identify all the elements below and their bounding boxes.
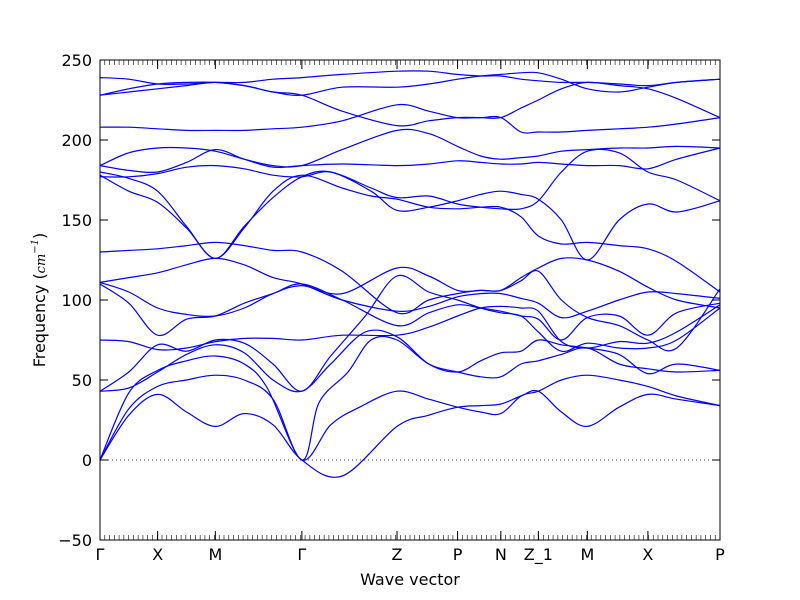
y-tick-label: 250	[61, 51, 92, 70]
branch-line-9	[99, 257, 721, 319]
plot-area	[100, 60, 720, 540]
branch-line-2	[99, 374, 721, 461]
dispersion-branches	[99, 70, 721, 478]
x-tick-label: Γ	[297, 545, 306, 564]
x-axis-label: Wave vector	[360, 570, 460, 589]
branch-line-6	[99, 304, 721, 351]
x-tick-label: P	[453, 545, 463, 564]
x-tick-label: Z_1	[524, 545, 553, 565]
y-tick-label: 200	[61, 131, 92, 150]
y-tick-label: −50	[58, 531, 92, 550]
branch-line-7	[99, 283, 721, 341]
x-tick-label: M	[208, 545, 222, 564]
branch-line-19	[99, 70, 721, 87]
y-tick-label: 100	[61, 291, 92, 310]
y-axis-label-close: )	[30, 233, 49, 239]
branch-line-4	[99, 329, 721, 393]
x-tick-label: X	[642, 545, 653, 564]
y-tick-label: 50	[72, 371, 92, 390]
axis-ticks: −50 0 50 100 150 200 250 Γ X M Γ Z P N Z_1 M X P	[58, 51, 725, 565]
branch-line-1	[99, 389, 721, 478]
branch-line-14	[99, 147, 721, 174]
x-tick-label: M	[580, 545, 594, 564]
branch-line-5	[99, 274, 721, 392]
branch-line-15	[99, 128, 721, 168]
x-tick-label: Γ	[96, 545, 105, 564]
plot-frame	[99, 59, 721, 541]
branch-line-16	[99, 103, 721, 134]
y-axis-label-exponent: −1	[30, 239, 41, 254]
y-axis-label-unit: cm	[34, 254, 49, 274]
y-tick-label: 0	[82, 451, 92, 470]
y-axis-label-text: Frequency (	[30, 273, 49, 367]
x-tick-label: N	[495, 545, 507, 564]
x-tick-label: Z	[392, 545, 403, 564]
branch-line-8	[99, 266, 721, 352]
y-axis-label: Frequency (cm−1)	[30, 233, 49, 368]
x-tick-label: X	[152, 545, 163, 564]
branch-line-12	[99, 170, 721, 261]
x-tick-label: P	[715, 545, 725, 564]
branch-line-10	[99, 241, 721, 315]
y-tick-label: 150	[61, 211, 92, 230]
